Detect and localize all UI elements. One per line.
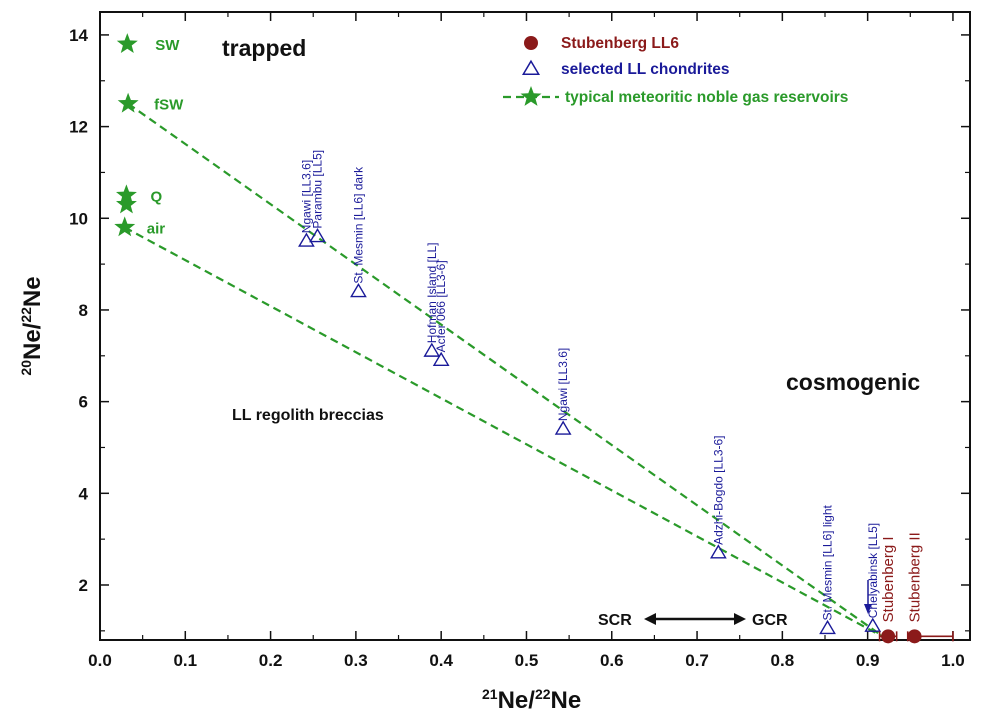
y-tick-label: 8 [79, 301, 88, 320]
plot-frame [99, 11, 971, 641]
reservoir-label: fSW [154, 97, 184, 114]
x-tick-label: 0.5 [515, 651, 539, 670]
ll-chondrite-label: Ngawi [LL3.6] [299, 160, 313, 233]
arrow-head-left [644, 613, 656, 625]
y-axis-tail: Ne [19, 276, 46, 307]
trapped-label: trapped [222, 35, 306, 61]
stubenberg-label: Stubenberg I [880, 536, 897, 622]
ll-chondrite-marker [864, 617, 882, 632]
arrow-head-right [734, 613, 746, 625]
axis-ticks [99, 12, 970, 640]
ll-chondrite-label: Hofman Island [LL] [425, 242, 439, 343]
ll-chondrite-marker [554, 420, 572, 435]
y-axis-sup1: 20 [18, 360, 34, 376]
y-axis-title: 20Ne/22Ne [18, 276, 46, 375]
legend-marker-circle [524, 36, 538, 50]
ll-chondrite-label: Parambu [LL5] [311, 150, 325, 229]
y-axis-base: Ne/ [19, 322, 46, 360]
reservoir-star [117, 92, 139, 113]
legend-entry-label: typical meteoritic noble gas reservoirs [565, 89, 848, 106]
ll-chondrite-marker [710, 544, 727, 559]
ll-chondrite-marker [819, 619, 836, 635]
x-tick-label: 0.7 [685, 651, 709, 670]
ll-chondrite-label: Chelyabinsk [LL5] [866, 523, 880, 618]
y-tick-label: 10 [69, 209, 88, 228]
reservoir-label: SW [155, 37, 180, 54]
ll-chondrite-label: Ngawi [LL3.6] [556, 348, 570, 421]
ll-chondrite-label: Acfer 066 [LL3-6] [434, 260, 448, 352]
x-axis-base: Ne/ [498, 687, 536, 714]
ll-chondrite-marker [309, 227, 326, 243]
ll-chondrite-marker [432, 351, 450, 366]
legend-marker-triangle [521, 59, 541, 76]
x-tick-label: 0.2 [259, 651, 283, 670]
y-tick-label: 12 [69, 118, 88, 137]
stubenberg-label: Stubenberg II [907, 532, 924, 622]
y-tick-label: 14 [69, 26, 88, 45]
ll-chondrite-marker [350, 282, 367, 298]
reservoir-star [114, 216, 136, 237]
reservoir-star [116, 33, 138, 53]
ll-chondrite-label: St. Mesmin [LL6] light [821, 504, 835, 620]
legend: Stubenberg LL6 selected LL chondrites typi… [503, 35, 848, 106]
stubenberg-marker [907, 629, 922, 644]
x-axis-sup2: 22 [535, 686, 551, 702]
x-axis-title: 21Ne/22Ne [482, 686, 581, 714]
x-tick-label: 0.6 [600, 651, 624, 670]
regolith-label: LL regolith breccias [232, 407, 384, 424]
x-axis-tail: Ne [551, 687, 582, 714]
legend-marker-star [520, 86, 542, 106]
x-tick-label: 0.9 [856, 651, 880, 670]
scr-label: SCR [598, 612, 632, 629]
chelyabinsk-arrow-head [864, 604, 872, 614]
y-axis-sup2: 22 [18, 307, 34, 323]
reservoir-label: air [147, 220, 166, 237]
mixing-line [127, 102, 886, 639]
x-axis-sup1: 21 [482, 686, 498, 702]
reservoir-label: Q [150, 188, 162, 205]
reservoir-star [116, 193, 137, 214]
y-tick-label: 2 [79, 576, 88, 595]
tick-labels: 0.0 0.1 0.2 0.3 0.4 0.5 0.6 0.7 0.8 0.9 1.0 2 4 6 8 10 1… [69, 26, 965, 670]
x-tick-label: 0.3 [344, 651, 368, 670]
x-tick-label: 1.0 [941, 651, 965, 670]
cosmogenic-label: cosmogenic [786, 369, 920, 395]
x-tick-label: 0.8 [771, 651, 795, 670]
x-tick-label: 0.1 [173, 651, 197, 670]
mixing-line [124, 226, 886, 639]
scr-gcr-arrow: SCR GCR [598, 612, 788, 629]
ll-chondrite-marker [298, 232, 315, 247]
stubenberg-marker [881, 629, 896, 644]
ll-chondrite-label: Adzhi-Bogdo [LL3-6] [711, 435, 725, 544]
legend-entry-label: selected LL chondrites [561, 61, 730, 78]
x-tick-label: 0.4 [429, 651, 453, 670]
y-tick-label: 6 [79, 393, 88, 412]
ll-chondrite-marker [423, 342, 441, 357]
y-tick-label: 4 [79, 484, 89, 503]
ll-chondrite-label: St. Mesmin [LL6] dark [351, 166, 365, 284]
chelyabinsk-arrow [864, 580, 872, 614]
legend-entry-label: Stubenberg LL6 [561, 35, 679, 52]
mixing-lines [124, 102, 886, 639]
x-tick-label: 0.0 [88, 651, 112, 670]
gcr-label: GCR [752, 612, 788, 629]
